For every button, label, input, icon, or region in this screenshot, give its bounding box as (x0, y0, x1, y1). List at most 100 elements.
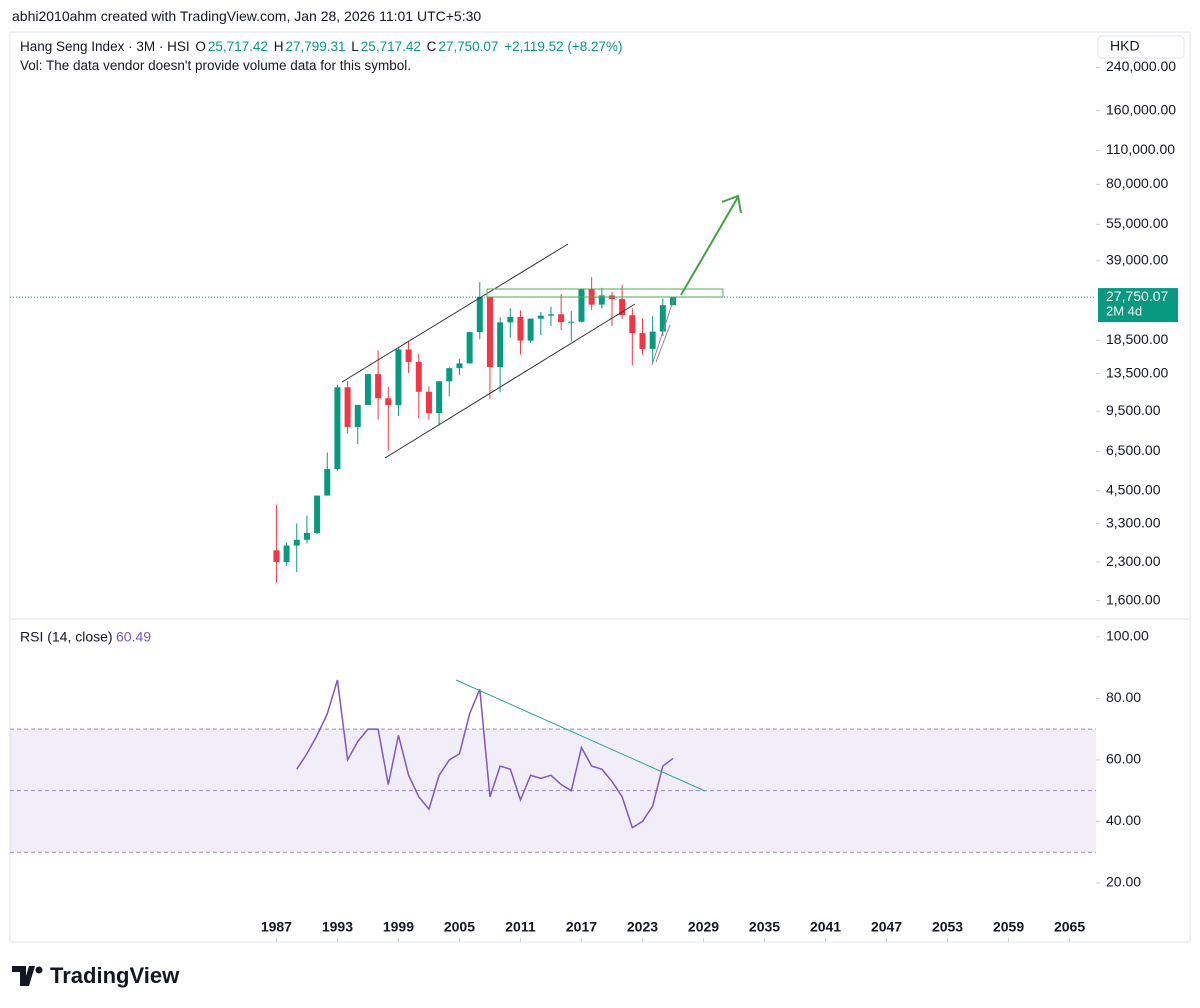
rsi-tick-label: 60.00 (1106, 751, 1141, 767)
candle-body (283, 545, 290, 562)
y-tick-label: 4,500.00 (1106, 481, 1161, 497)
candle-body (334, 387, 341, 470)
x-tick-label: 2041 (810, 919, 841, 935)
wedge-line (651, 297, 675, 366)
candle-body (395, 349, 402, 406)
candle-body (527, 318, 534, 341)
candle-body (537, 315, 544, 319)
candle-body (364, 374, 371, 405)
candle-body (476, 296, 483, 333)
candle-body (456, 363, 463, 369)
o-value: 25,717.42 (207, 39, 268, 54)
l-label: L (351, 39, 359, 54)
rsi-tick-label: 80.00 (1106, 689, 1141, 705)
y-tick-label: 80,000.00 (1106, 175, 1168, 191)
x-tick-label: 2005 (444, 919, 475, 935)
resistance-box (486, 288, 724, 298)
logo-text: TradingView (50, 963, 180, 988)
candle-body (425, 391, 432, 414)
drawings (341, 194, 742, 792)
x-tick-label: 1987 (261, 919, 292, 935)
y-tick-label: 13,500.00 (1106, 364, 1168, 380)
rsi-tick-label: 100.00 (1106, 628, 1149, 644)
y-tick-label: 39,000.00 (1106, 252, 1168, 268)
arrow-head (721, 194, 742, 214)
volume-note: Vol: The data vendor doesn't provide vol… (20, 58, 412, 73)
h-label: H (273, 39, 284, 54)
rsi-tick-label: 40.00 (1106, 812, 1141, 828)
x-tick-label: 2047 (871, 919, 902, 935)
candle-body (649, 331, 656, 349)
y-tick-label: 18,500.00 (1106, 331, 1168, 347)
candle-body (293, 539, 300, 546)
y-tick-label: 110,000.00 (1106, 141, 1175, 157)
l-value: 25,717.42 (360, 39, 421, 54)
rsi-trendline (455, 679, 706, 792)
rsi-tick-label: 20.00 (1106, 874, 1141, 890)
candle-body (497, 322, 504, 367)
x-tick-label: 2059 (993, 919, 1024, 935)
candle-body (446, 368, 453, 382)
logo-dot (35, 966, 43, 974)
o-label: O (195, 39, 206, 54)
candle-body (568, 321, 575, 323)
candle-body (375, 374, 382, 399)
c-label: C (426, 39, 437, 54)
candle-body (466, 332, 473, 364)
candle-body (578, 289, 585, 322)
x-tick-label: 2017 (566, 919, 597, 935)
candle-body (273, 550, 280, 562)
target-arrow (680, 196, 739, 296)
candle-body (324, 469, 331, 496)
candle-body (629, 315, 636, 334)
candle-body (303, 532, 310, 540)
x-tick-label: 2053 (932, 919, 963, 935)
candle-body (517, 316, 524, 341)
y-tick-label: 2,300.00 (1106, 553, 1161, 569)
h-value: 27,799.31 (285, 39, 346, 54)
candle-body (619, 299, 626, 316)
candle-body (639, 333, 646, 349)
symbol: Hang Seng Index · 3M · HSI (20, 39, 190, 54)
logo-mark (12, 966, 35, 986)
rsi-line (296, 679, 674, 829)
candle-body (598, 295, 605, 305)
y-tick-label: 9,500.00 (1106, 402, 1161, 418)
candle-body (344, 387, 351, 427)
logo: TradingView (12, 963, 180, 988)
currency: HKD (1110, 38, 1140, 54)
y-tick-label: 55,000.00 (1106, 215, 1168, 231)
candle-body (436, 381, 443, 414)
c-value: 27,750.07 (438, 39, 499, 54)
candle-body (507, 316, 514, 323)
x-tick-label: 1993 (322, 919, 353, 935)
x-tick-label: 2035 (749, 919, 780, 935)
y-tick-label: 6,500.00 (1106, 442, 1161, 458)
attribution: abhi2010ahm created with TradingView.com… (12, 8, 482, 24)
y-tick-label: 3,300.00 (1106, 514, 1161, 530)
candle-body (354, 404, 361, 427)
countdown: 2M 4d (1106, 304, 1142, 319)
x-tick-label: 2065 (1054, 919, 1085, 935)
y-tick-label: 1,600.00 (1106, 591, 1161, 607)
change: +2,119.52 (+8.27%) (504, 39, 623, 54)
channel-upper (341, 243, 569, 383)
price-label-bg (1098, 288, 1178, 323)
candle-body (314, 495, 321, 533)
x-tick-label: 1999 (383, 919, 414, 935)
rsi-value: 60.49 (116, 629, 151, 645)
wedge-line (655, 324, 671, 363)
candle-body (547, 314, 554, 316)
frame (9, 31, 1191, 943)
candle-body (385, 398, 392, 406)
price-label: 27,750.07 (1106, 288, 1168, 304)
currency-box (1097, 35, 1185, 59)
channel-lower (384, 303, 636, 459)
x-tick-label: 2029 (688, 919, 719, 935)
y-tick-label: 240,000.00 (1106, 58, 1176, 74)
candle-body (405, 349, 412, 362)
x-tick-label: 2023 (627, 919, 658, 935)
